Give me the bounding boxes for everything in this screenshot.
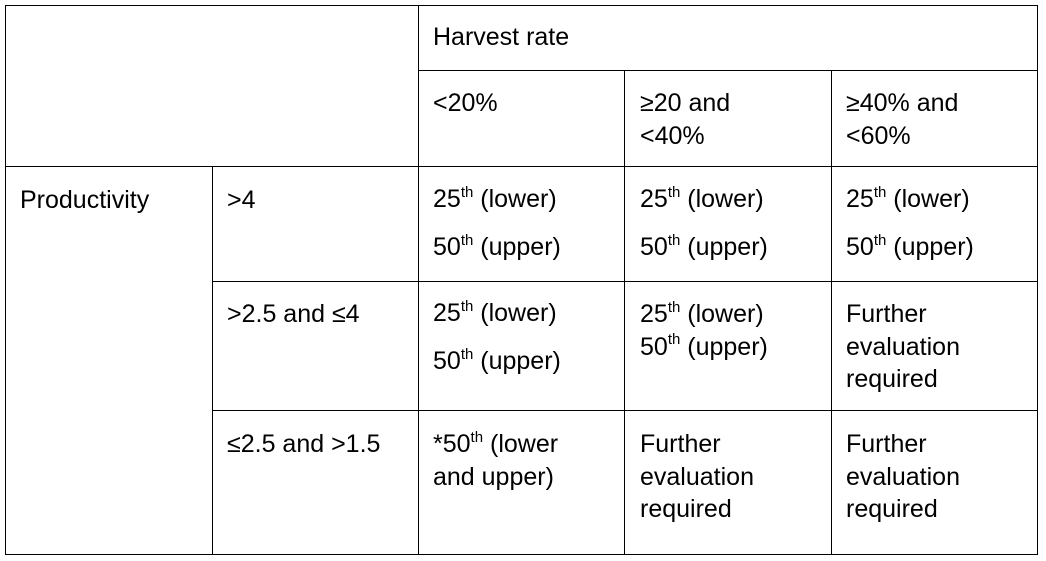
cell-r3-c1-line1: *50th (lower [433,428,559,458]
row-label-1: >4 [227,186,256,214]
cell-r2-c1-line1: 25th (lower) [433,297,557,327]
cell-r1-c3: 25th (lower) 50th (upper) [846,184,974,262]
cell-r2-c2: 25th (lower) 50th (upper) [640,298,768,363]
rule-left [5,5,6,555]
cell-r3-c1-line2: and upper) [433,462,554,491]
header-col-2: ≥20 and <40% [640,89,731,150]
rule-right [1037,5,1038,555]
cell-r1-c1: 25th (lower) 50th (upper) [433,184,561,262]
rule-col3-left [831,70,832,555]
cell-r2-c3: Further evaluation required [846,300,960,393]
cell-r1-c1-line2: 50th (upper) [433,231,561,261]
rule-row1-bottom [212,281,1038,282]
cell-r2-c1: 25th (lower) 50th (upper) [433,298,561,376]
header-col-3: ≥40% and <60% [846,89,959,150]
row-group-label-productivity: Productivity [20,186,150,214]
harvest-productivity-table: Harvest rate <20% ≥20 and <40% ≥40% and … [5,5,1038,555]
cell-r2-c1-line2: 50th (upper) [433,345,561,375]
cell-r1-c1-line1: 25th (lower) [433,183,557,213]
rule-top [5,5,1038,6]
cell-r1-c2-line2: 50th (upper) [640,231,768,261]
rule-label-split [212,166,213,555]
cell-r3-c1: *50th (lower and upper) [433,428,558,493]
cell-r3-c2: Further evaluation required [640,430,754,523]
header-col-1-text: <20% [433,89,498,117]
rule-header-split [418,70,1038,71]
rule-col1-left [418,5,419,555]
cell-r1-c2-line1: 25th (lower) [640,183,764,213]
cell-r1-c2: 25th (lower) 50th (upper) [640,184,768,262]
rule-header-bottom [5,166,1038,167]
cell-r2-c2-line1: 25th (lower) [640,298,764,328]
rule-col2-left [624,70,625,555]
cell-r1-c3-line2: 50th (upper) [846,231,974,261]
rule-bottom [5,554,1038,555]
cell-r1-c3-line1: 25th (lower) [846,183,970,213]
row-label-3: ≤2.5 and >1.5 [227,430,381,458]
cell-r2-c2-line2: 50th (upper) [640,331,768,361]
rule-row2-bottom [212,410,1038,411]
header-harvest-rate: Harvest rate [433,23,570,51]
header-col-1: <20% [433,87,498,120]
row-label-2: >2.5 and ≤4 [227,300,360,328]
cell-r3-c3: Further evaluation required [846,430,960,523]
